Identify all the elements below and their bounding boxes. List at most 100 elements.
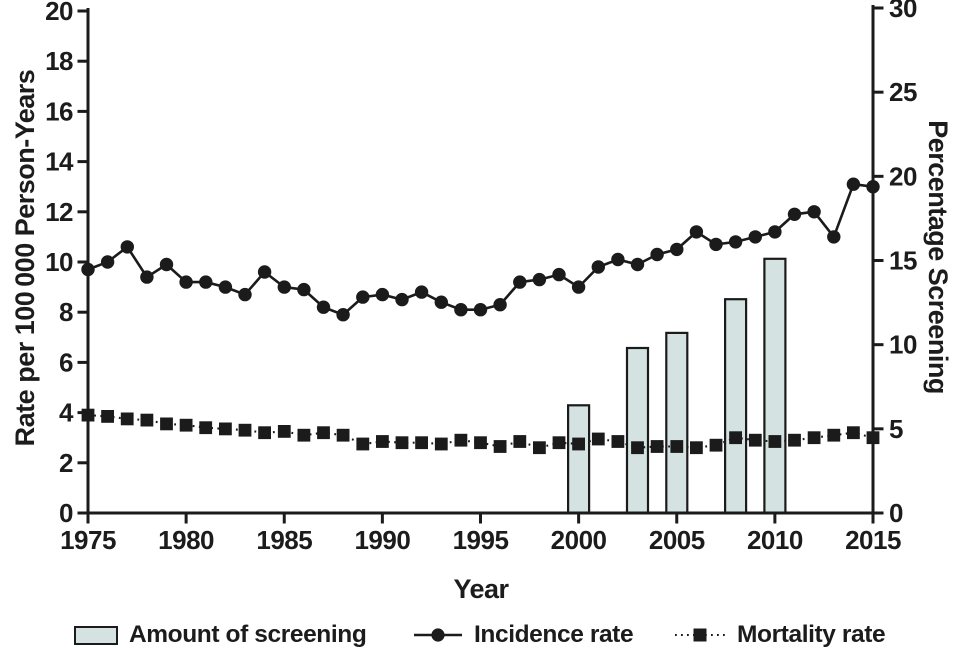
legend-item-mortality: Mortality rate bbox=[674, 619, 886, 651]
left-tick-14: 14 bbox=[45, 147, 74, 177]
incidence-point-2005 bbox=[670, 242, 684, 257]
mortality-point-1977 bbox=[120, 412, 134, 426]
legend-label-mortality: Mortality rate bbox=[737, 621, 886, 648]
screening-bars-series bbox=[566, 257, 787, 515]
left-tick-0: 0 bbox=[59, 498, 73, 528]
mortality-point-1989 bbox=[356, 437, 370, 451]
left-tick-2: 2 bbox=[59, 448, 73, 478]
mortality-point-2011 bbox=[788, 433, 801, 447]
mortality-point-1976 bbox=[101, 410, 114, 423]
x-tick-1980: 1980 bbox=[158, 525, 214, 555]
incidence-point-1996 bbox=[493, 298, 507, 312]
right-tick-30: 30 bbox=[889, 0, 917, 23]
mortality-point-2014 bbox=[847, 426, 860, 440]
axes bbox=[77, 5, 884, 524]
left-tick-8: 8 bbox=[59, 297, 73, 327]
mortality-line-marker-icon bbox=[675, 628, 725, 642]
mortality-point-1983 bbox=[238, 423, 252, 437]
right-tick-25: 25 bbox=[889, 77, 917, 107]
mortality-point-2009 bbox=[748, 433, 762, 447]
screening-bar-2010 bbox=[763, 257, 787, 515]
x-tick-1975: 1975 bbox=[60, 525, 116, 555]
mortality-point-1997 bbox=[513, 435, 527, 448]
x-tick-1985: 1985 bbox=[256, 525, 312, 555]
incidence-line bbox=[87, 182, 874, 317]
mortality-point-1987 bbox=[317, 426, 330, 440]
incidence-point-1981 bbox=[199, 275, 213, 289]
right-tick-0: 0 bbox=[889, 498, 903, 528]
incidence-point-2014 bbox=[846, 177, 861, 191]
incidence-point-1978 bbox=[140, 270, 154, 284]
incidence-point-1988 bbox=[336, 308, 350, 322]
incidence-point-1994 bbox=[454, 303, 468, 317]
incidence-point-1987 bbox=[316, 300, 331, 314]
legend-label-incidence: Incidence rate bbox=[474, 621, 634, 648]
x-tick-2010: 2010 bbox=[747, 525, 803, 555]
incidence-point-1992 bbox=[414, 285, 429, 299]
legend-label-screening: Amount of screening bbox=[129, 621, 367, 648]
right-tick-5: 5 bbox=[889, 414, 903, 444]
incidence-point-2011 bbox=[787, 207, 802, 221]
mortality-point-2005 bbox=[670, 440, 684, 453]
incidence-point-2008 bbox=[728, 235, 743, 249]
screening-bar-2000 bbox=[566, 404, 591, 515]
mortality-point-1985 bbox=[277, 425, 291, 438]
incidence-point-1979 bbox=[159, 257, 174, 272]
right-axis-title: Percentage Screening bbox=[923, 120, 953, 394]
incidence-point-1982 bbox=[218, 280, 233, 294]
incidence-point-1977 bbox=[120, 240, 134, 254]
right-tick-20: 20 bbox=[889, 161, 917, 191]
incidence-point-1999 bbox=[552, 267, 566, 282]
screening-bar-2008 bbox=[723, 298, 748, 515]
x-tick-2005: 2005 bbox=[649, 525, 705, 555]
mortality-rate-series bbox=[81, 408, 880, 455]
incidence-point-1995 bbox=[473, 303, 488, 317]
mortality-point-2003 bbox=[631, 441, 644, 455]
incidence-rate-series bbox=[81, 177, 880, 322]
left-tick-12: 12 bbox=[45, 197, 73, 227]
x-tick-2015: 2015 bbox=[845, 525, 901, 555]
x-tick-1990: 1990 bbox=[354, 525, 410, 555]
incidence-point-2004 bbox=[650, 247, 664, 262]
mortality-point-1995 bbox=[474, 436, 487, 450]
incidence-point-2001 bbox=[591, 260, 605, 274]
incidence-point-1993 bbox=[434, 295, 448, 309]
mortality-point-1996 bbox=[493, 440, 507, 453]
mortality-point-1982 bbox=[219, 422, 232, 436]
x-tick-1995: 1995 bbox=[453, 525, 509, 555]
right-tick-10: 10 bbox=[889, 330, 917, 360]
mortality-point-1992 bbox=[415, 436, 428, 450]
mortality-point-2001 bbox=[591, 432, 605, 446]
mortality-point-1993 bbox=[434, 437, 448, 451]
mortality-point-1980 bbox=[179, 418, 193, 432]
incidence-point-2002 bbox=[611, 252, 625, 267]
incidence-point-2010 bbox=[768, 225, 782, 239]
incidence-point-1980 bbox=[179, 275, 193, 289]
mortality-point-2010 bbox=[768, 435, 782, 448]
legend-item-incidence: Incidence rate bbox=[413, 619, 634, 651]
left-axis-title: Rate per 100 000 Person-Years bbox=[10, 70, 40, 447]
incidence-point-2003 bbox=[630, 257, 645, 272]
screening-bar-2005 bbox=[665, 331, 689, 515]
x-tick-2000: 2000 bbox=[551, 525, 607, 555]
mortality-point-2007 bbox=[709, 438, 723, 452]
left-tick-6: 6 bbox=[59, 347, 73, 377]
incidence-point-1983 bbox=[238, 287, 252, 302]
incidence-point-2012 bbox=[807, 205, 821, 219]
incidence-point-2006 bbox=[689, 225, 704, 239]
mortality-point-1998 bbox=[533, 441, 546, 455]
incidence-point-1986 bbox=[297, 282, 311, 297]
incidence-line-marker-icon bbox=[414, 628, 462, 642]
left-tick-16: 16 bbox=[45, 96, 73, 126]
mortality-point-1979 bbox=[160, 417, 173, 431]
mortality-point-1999 bbox=[552, 436, 566, 450]
incidence-point-1985 bbox=[277, 280, 291, 294]
screening-bar-swatch-icon bbox=[74, 625, 118, 645]
mortality-point-1994 bbox=[454, 433, 468, 447]
left-tick-18: 18 bbox=[45, 46, 73, 76]
mortality-point-1991 bbox=[395, 436, 409, 450]
mortality-point-2004 bbox=[650, 440, 664, 453]
